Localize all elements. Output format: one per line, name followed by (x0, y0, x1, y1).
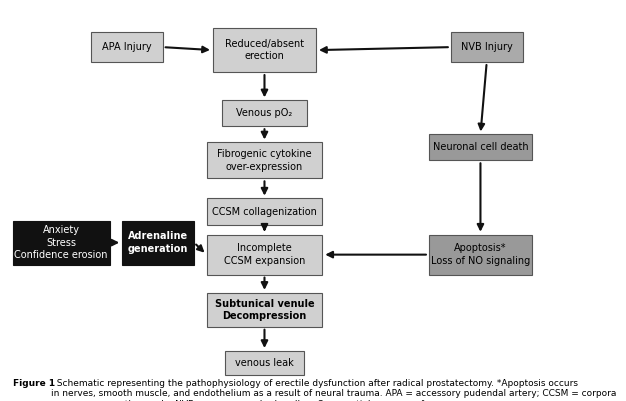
Text: Venous pO₂: Venous pO₂ (237, 108, 292, 118)
Text: Fibrogenic cytokine
over-expression: Fibrogenic cytokine over-expression (217, 149, 312, 172)
FancyBboxPatch shape (122, 221, 194, 265)
FancyBboxPatch shape (207, 235, 322, 275)
Text: CCSM collagenization: CCSM collagenization (212, 207, 317, 217)
FancyBboxPatch shape (207, 142, 322, 178)
Text: venous leak: venous leak (235, 358, 294, 368)
Text: Figure 1  Schematic representing the pathophysiology of erectile dysfunction aft: Figure 1 Schematic representing the path… (13, 379, 578, 401)
FancyBboxPatch shape (429, 134, 532, 160)
Text: Schematic representing the pathophysiology of erectile dysfunction after radical: Schematic representing the pathophysiolo… (51, 379, 617, 401)
Text: APA Injury: APA Injury (102, 42, 151, 52)
Text: NVB Injury: NVB Injury (461, 42, 513, 52)
FancyBboxPatch shape (207, 293, 322, 327)
FancyBboxPatch shape (13, 221, 110, 265)
Text: Figure 1: Figure 1 (13, 379, 54, 388)
Text: Subtunical venule
Decompression: Subtunical venule Decompression (215, 299, 314, 321)
Text: Adrenaline
generation: Adrenaline generation (128, 231, 188, 254)
FancyBboxPatch shape (451, 32, 523, 62)
Text: Incomplete
CCSM expansion: Incomplete CCSM expansion (224, 243, 305, 266)
FancyBboxPatch shape (207, 198, 322, 225)
Text: Neuronal cell death: Neuronal cell death (433, 142, 528, 152)
Text: Anxiety
Stress
Confidence erosion: Anxiety Stress Confidence erosion (14, 225, 108, 260)
FancyBboxPatch shape (91, 32, 163, 62)
FancyBboxPatch shape (225, 351, 304, 375)
Text: Reduced/absent
erection: Reduced/absent erection (225, 39, 304, 61)
FancyBboxPatch shape (429, 235, 532, 275)
Text: Apoptosis*
Loss of NO signaling: Apoptosis* Loss of NO signaling (431, 243, 530, 266)
FancyBboxPatch shape (222, 100, 307, 126)
FancyBboxPatch shape (213, 28, 316, 72)
